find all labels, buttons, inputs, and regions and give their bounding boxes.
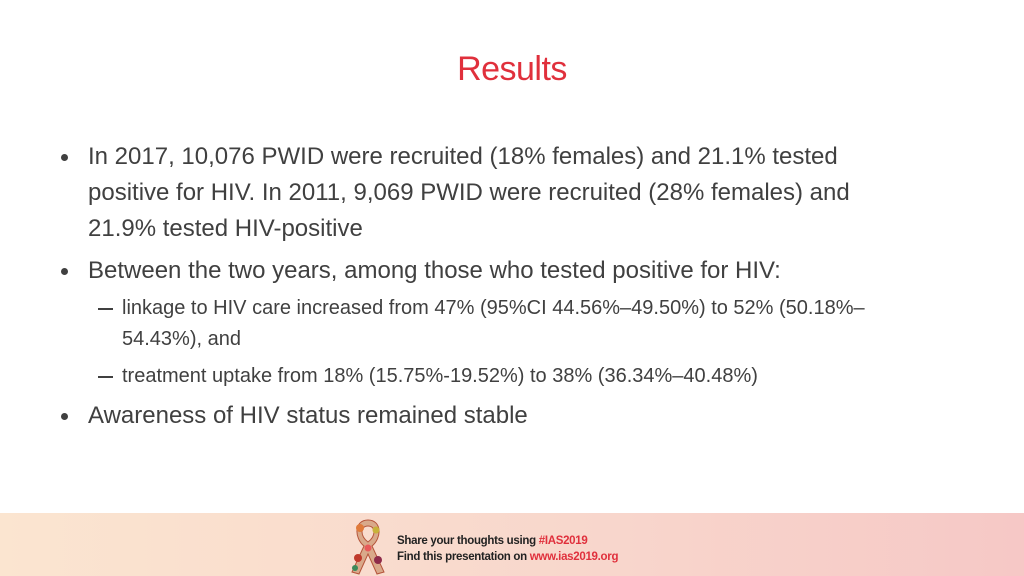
hashtag: #IAS2019	[538, 535, 588, 547]
sub-bullet-text: treatment uptake from 18% (15.75%-19.52%…	[122, 365, 758, 387]
sub-bullet: treatment uptake from 18% (15.75%-19.52%…	[98, 361, 918, 392]
footer-text-part: Share your thoughts using	[397, 535, 536, 547]
slide-title: Results	[457, 50, 567, 88]
bullet: Awareness of HIV status remained stable	[61, 398, 918, 434]
footer-line: Find this presentation on www.ias2019.or…	[397, 549, 618, 565]
bullet-text: Awareness of HIV status remained stable	[88, 402, 528, 429]
bullet-text: In 2017, 10,076 PWID were recruited (18%…	[88, 143, 850, 242]
website: www.ias2019.org	[529, 551, 619, 563]
bullet-text: Between the two years, among those who t…	[88, 257, 781, 284]
footer: Share your thoughts using #IAS2019 Find …	[0, 513, 1024, 576]
bullet: In 2017, 10,076 PWID were recruited (18%…	[61, 139, 918, 247]
sub-bullet-text: linkage to HIV care increased from 47% (…	[122, 297, 865, 350]
bullet: Between the two years, among those who t…	[61, 253, 918, 392]
footer-line: Share your thoughts using #IAS2019	[397, 533, 618, 549]
sub-bullet-list: linkage to HIV care increased from 47% (…	[98, 293, 918, 392]
sub-bullet: linkage to HIV care increased from 47% (…	[98, 293, 918, 355]
bullet-marker	[61, 268, 68, 275]
bullet-list: In 2017, 10,076 PWID were recruited (18%…	[61, 139, 918, 440]
ribbon-logo	[351, 519, 385, 575]
footer-text-part: Find this presentation on	[397, 551, 527, 563]
sub-bullet-marker	[98, 376, 113, 378]
bullet-marker	[61, 154, 68, 161]
sub-bullet-marker	[98, 308, 113, 310]
footer-text: Share your thoughts using #IAS2019 Find …	[397, 533, 618, 565]
bullet-marker	[61, 413, 68, 420]
